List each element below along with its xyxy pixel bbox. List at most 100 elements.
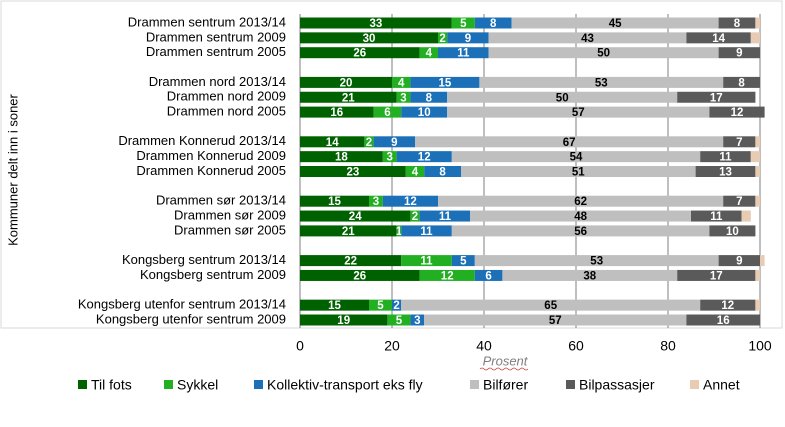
bar-segment <box>419 269 475 281</box>
bar-segment <box>760 255 765 267</box>
bar-segment <box>451 255 475 267</box>
data-label: 2 <box>393 300 399 312</box>
data-label: 14 <box>712 33 725 45</box>
data-label: 7 <box>736 137 742 149</box>
bar-segment <box>396 91 411 103</box>
data-label: 50 <box>597 48 610 60</box>
data-label: 9 <box>736 48 742 60</box>
bar-segment <box>479 76 724 88</box>
bar-segment <box>718 47 760 59</box>
bar-segment <box>382 151 397 163</box>
data-label: 11 <box>439 211 452 223</box>
data-label: 12 <box>731 107 744 119</box>
bar-segment <box>401 225 452 237</box>
x-tick-label: 20 <box>384 338 400 354</box>
x-tick-label: 40 <box>476 338 492 354</box>
data-label: 48 <box>574 211 587 223</box>
bar-segment <box>300 255 402 267</box>
data-label: 13 <box>719 167 732 179</box>
spell-underline <box>479 367 529 371</box>
bar-segment <box>718 255 760 267</box>
bar-segment <box>686 314 760 326</box>
bar-segment <box>415 136 724 148</box>
bar-segment <box>750 32 760 44</box>
bar-segment <box>451 17 475 29</box>
legend-label: Sykkel <box>177 377 218 393</box>
bar-segment <box>709 225 756 237</box>
y-tick-label: Kongsberg utenfor sentrum 2013/14 <box>78 297 286 312</box>
bar-segment <box>424 314 687 326</box>
bar-segment <box>438 47 489 59</box>
bar-segment <box>723 76 760 88</box>
data-label: 2 <box>412 211 418 223</box>
bar-segment <box>300 32 438 44</box>
bar-segment <box>677 269 756 281</box>
bar-segment <box>691 210 742 222</box>
y-tick-label: Drammen sentrum 2013/14 <box>128 14 286 29</box>
data-label: 21 <box>342 92 355 104</box>
bar-segment <box>723 136 756 148</box>
legend-swatch <box>78 380 87 389</box>
data-label: 24 <box>349 211 362 223</box>
bar-segment <box>300 225 397 237</box>
data-label: 8 <box>738 77 745 89</box>
y-tick-label: Drammen sentrum 2009 <box>146 29 286 44</box>
bar-segment <box>369 195 383 207</box>
data-label: 12 <box>441 270 454 282</box>
bar-segment <box>470 210 691 222</box>
data-label: 4 <box>412 167 419 179</box>
data-label: 26 <box>353 270 366 282</box>
bar-segment <box>300 269 420 281</box>
y-tick-label: Drammen sentrum 2005 <box>146 44 286 59</box>
data-label: 11 <box>420 226 433 238</box>
data-label: 30 <box>363 33 376 45</box>
bar-segment <box>700 151 751 163</box>
bar-segment <box>718 17 756 29</box>
bar-segment <box>369 299 392 311</box>
data-label: 11 <box>710 211 723 223</box>
bar-segment <box>364 136 374 148</box>
bar-segment <box>447 32 489 44</box>
data-label: 10 <box>418 107 431 119</box>
bar-segment <box>300 166 406 177</box>
bar-segment <box>488 32 687 44</box>
data-label: 67 <box>563 137 576 149</box>
data-label: 11 <box>420 256 433 268</box>
legend-label: Bilfører <box>483 377 528 393</box>
bar-segment <box>451 225 710 237</box>
data-label: 7 <box>736 196 742 208</box>
y-tick-label: Drammen nord 2009 <box>167 89 286 104</box>
bar-segment <box>750 151 760 163</box>
x-tick-label: 80 <box>660 338 676 354</box>
y-tick-label: Drammen Konnerud 2005 <box>136 163 286 178</box>
data-label: 8 <box>426 92 433 104</box>
bar-segment <box>300 314 388 326</box>
bar-segment <box>755 136 760 148</box>
bar-segment <box>461 166 696 177</box>
bar-segment <box>511 17 719 29</box>
data-label: 11 <box>719 152 732 164</box>
legend-swatch <box>690 380 699 389</box>
data-label: 51 <box>572 167 585 179</box>
bar-segment <box>300 299 369 311</box>
data-label: 16 <box>330 107 343 119</box>
bar-segment <box>410 314 425 326</box>
data-label: 9 <box>391 137 397 149</box>
bar-segment <box>300 106 374 118</box>
data-label: 1 <box>396 226 403 238</box>
data-label: 8 <box>490 18 497 30</box>
legend-label: Bilpassasjer <box>579 377 655 393</box>
bar-segment <box>424 166 461 177</box>
bar-segment <box>709 106 765 118</box>
data-label: 43 <box>581 33 594 45</box>
data-label: 62 <box>574 196 587 208</box>
bar-segment <box>410 210 420 222</box>
data-label: 5 <box>460 256 467 268</box>
data-label: 23 <box>347 167 360 179</box>
x-axis-label: Prosent <box>483 353 529 368</box>
bar-segment <box>488 47 719 59</box>
bar-segment <box>373 106 402 118</box>
data-label: 15 <box>328 196 341 208</box>
data-label: 2 <box>439 33 445 45</box>
data-label: 17 <box>710 270 723 282</box>
